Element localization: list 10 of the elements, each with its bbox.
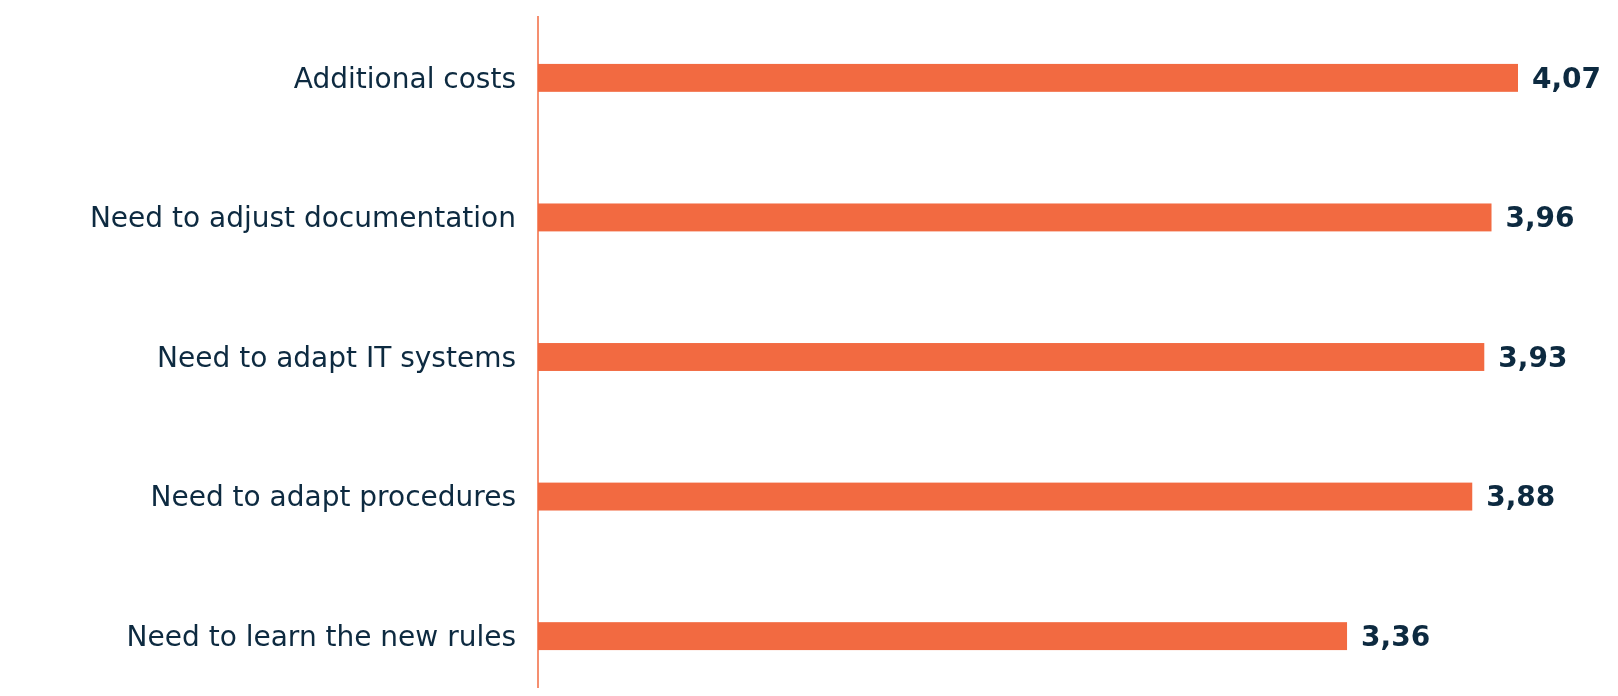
y-tick-label: Need to adjust documentation xyxy=(89,201,516,235)
y-tick-label: Need to learn the new rules xyxy=(126,619,516,653)
data-label: 3,96 xyxy=(1505,201,1575,235)
data-label: 3,93 xyxy=(1498,340,1568,374)
data-label: 3,88 xyxy=(1486,480,1556,514)
y-tick-label: Need to adapt IT systems xyxy=(157,340,516,374)
data-label: 4,07 xyxy=(1532,61,1602,95)
y-tick-label: Additional costs xyxy=(293,61,516,95)
y-tick-label: Need to adapt procedures xyxy=(150,480,516,514)
data-label: 3,36 xyxy=(1361,619,1431,653)
